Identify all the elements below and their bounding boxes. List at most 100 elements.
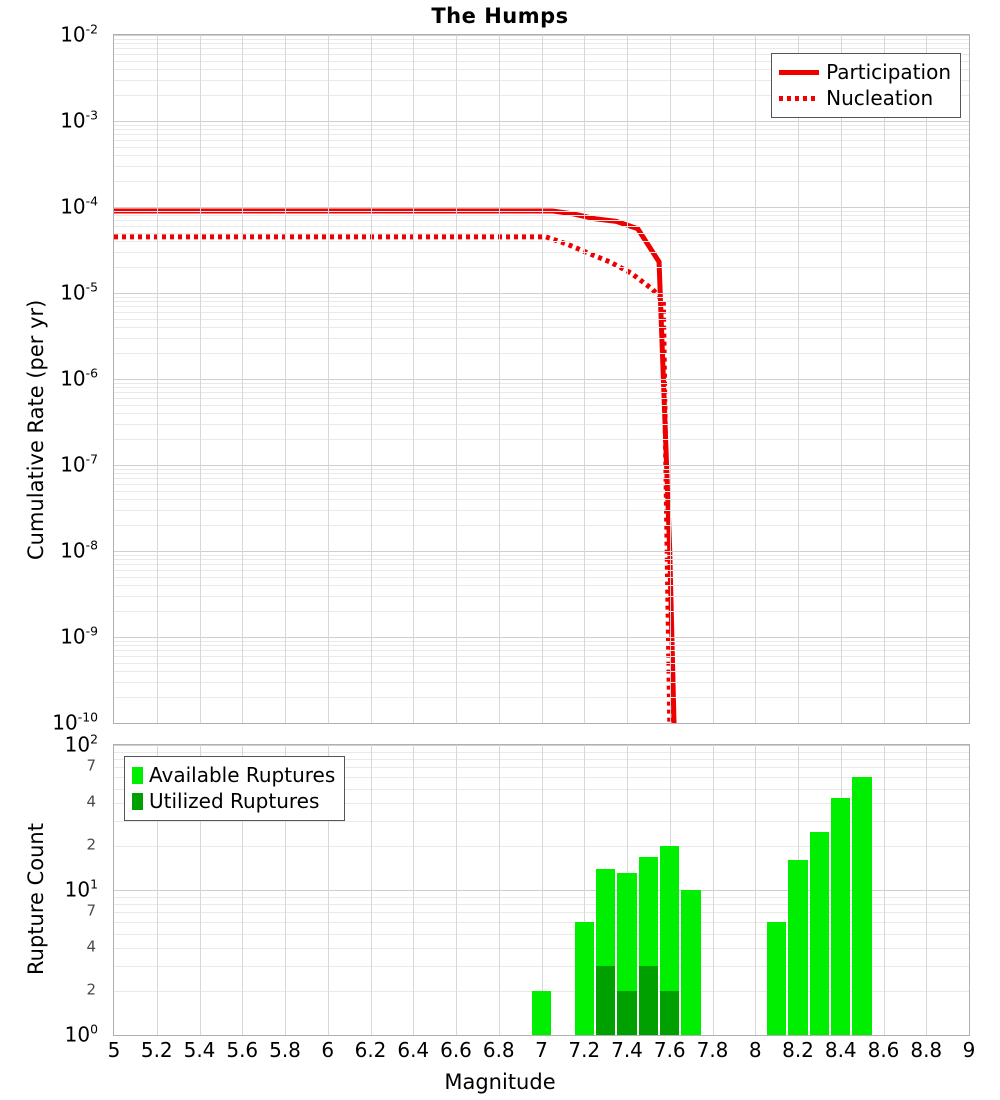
x-tick-label: 7.8 [696,1038,729,1062]
x-tick-label: 9 [962,1038,976,1062]
legend-item-utilized-ruptures: Utilized Ruptures [132,788,335,814]
gridline [755,745,757,1035]
gridline [413,35,415,723]
x-tick-label: 5.2 [140,1038,173,1062]
legend-label-participation: Participation [826,60,951,84]
bottom-y-axis-title: Rupture Count [24,823,48,975]
gridline [285,745,286,1035]
x-tick-label: 7 [535,1038,548,1062]
x-tick-label: 5.8 [269,1038,301,1062]
y-minor-tick-label: 2 [86,980,96,999]
bar-available [788,860,808,1035]
x-tick-label: 5 [107,1038,121,1062]
gridline [456,745,457,1035]
y-minor-tick-label: 7 [86,756,96,775]
bar-available [660,846,680,1035]
x-tick-label: 6.6 [440,1038,472,1062]
bottom-y-tick-labels: 102 101 100 7 4 2 7 4 2 [0,733,108,1044]
gridline [541,35,543,723]
utilized-color-icon [132,792,143,810]
y-tick-label: 10-3 [60,107,98,133]
bar-utilized [638,965,659,1035]
legend-item-participation: Participation [779,59,951,85]
bar-available [809,832,830,1035]
x-tick-label: 5.6 [226,1038,259,1062]
gridline [541,745,543,1035]
y-tick-label: 10-7 [60,451,98,477]
x-tick-label: 6.4 [397,1038,430,1062]
bar-available [852,777,872,1035]
x-tick-label: 8.6 [867,1038,900,1062]
gridline [199,35,201,723]
x-tick-label: 6.8 [482,1038,515,1062]
gridline [883,745,885,1035]
gridline [156,745,158,1035]
gridline [327,35,329,723]
gridline [798,35,799,723]
x-tick-label: 6.2 [354,1038,387,1062]
gridline [413,745,415,1035]
bar-available [617,873,637,1035]
gridline [114,723,969,724]
top-legend: Participation Nucleation [771,53,961,118]
gridline [242,35,244,723]
bar-utilized [660,991,680,1035]
page-title: The Humps [431,4,569,28]
dotted-line-icon [779,95,820,101]
y-tick-label: 102 [64,731,98,757]
bar-utilized [595,965,616,1035]
gridline [627,35,628,723]
gridline [285,35,286,723]
bar-available [638,856,659,1035]
gridline [926,745,928,1035]
gridline [370,35,372,723]
gridline [712,35,714,723]
gridline [584,35,586,723]
gridline [926,35,928,723]
legend-label-utilized: Utilized Ruptures [149,789,320,813]
y-tick-label: 10-9 [60,623,98,649]
y-minor-tick-label: 4 [86,937,96,956]
bar-available [766,922,787,1035]
y-minor-tick-label: 4 [86,792,96,811]
gridline [712,745,714,1035]
bar-available [531,991,552,1035]
gridline [456,35,457,723]
gridline [883,35,885,723]
y-tick-label: 10-8 [60,537,98,563]
available-color-icon [132,766,143,784]
y-tick-label: 10-4 [60,193,98,219]
top-y-tick-labels: 10-2 10-3 10-4 10-5 10-6 10-7 10-8 10-9 10-10 [0,23,108,732]
y-tick-label: 10-6 [60,365,98,391]
x-tick-label: 8 [748,1038,762,1062]
y-minor-tick-label: 7 [86,901,96,920]
gridline [199,745,201,1035]
gridline [114,1035,969,1036]
gridline [840,35,842,723]
rupture-count-plot: Available Ruptures Utilized Ruptures [113,744,970,1036]
x-tick-label: 5.4 [183,1038,216,1062]
gridline [242,745,244,1035]
y-minor-tick-label: 2 [86,835,96,854]
bar-available [831,798,851,1035]
y-tick-label: 10-10 [52,709,98,735]
y-tick-label: 10-5 [60,279,98,305]
gridline [327,745,329,1035]
x-axis-title: Magnitude [444,1070,556,1094]
gridline [498,35,500,723]
bar-available [574,922,594,1035]
gridline [584,745,586,1035]
bar-available [595,868,616,1035]
x-tick-label: 7.4 [611,1038,643,1062]
x-tick-label: 6 [321,1038,335,1062]
legend-label-available: Available Ruptures [149,763,336,787]
legend-item-available-ruptures: Available Ruptures [132,762,335,788]
bar-available [681,890,701,1035]
x-tick-label: 8.4 [824,1038,857,1062]
cumulative-rate-plot: Participation Nucleation [113,34,970,724]
y-tick-label: 101 [64,876,98,902]
x-tick-label: 8.8 [910,1038,943,1062]
bottom-legend: Available Ruptures Utilized Ruptures [124,756,346,821]
bar-utilized [617,991,637,1035]
